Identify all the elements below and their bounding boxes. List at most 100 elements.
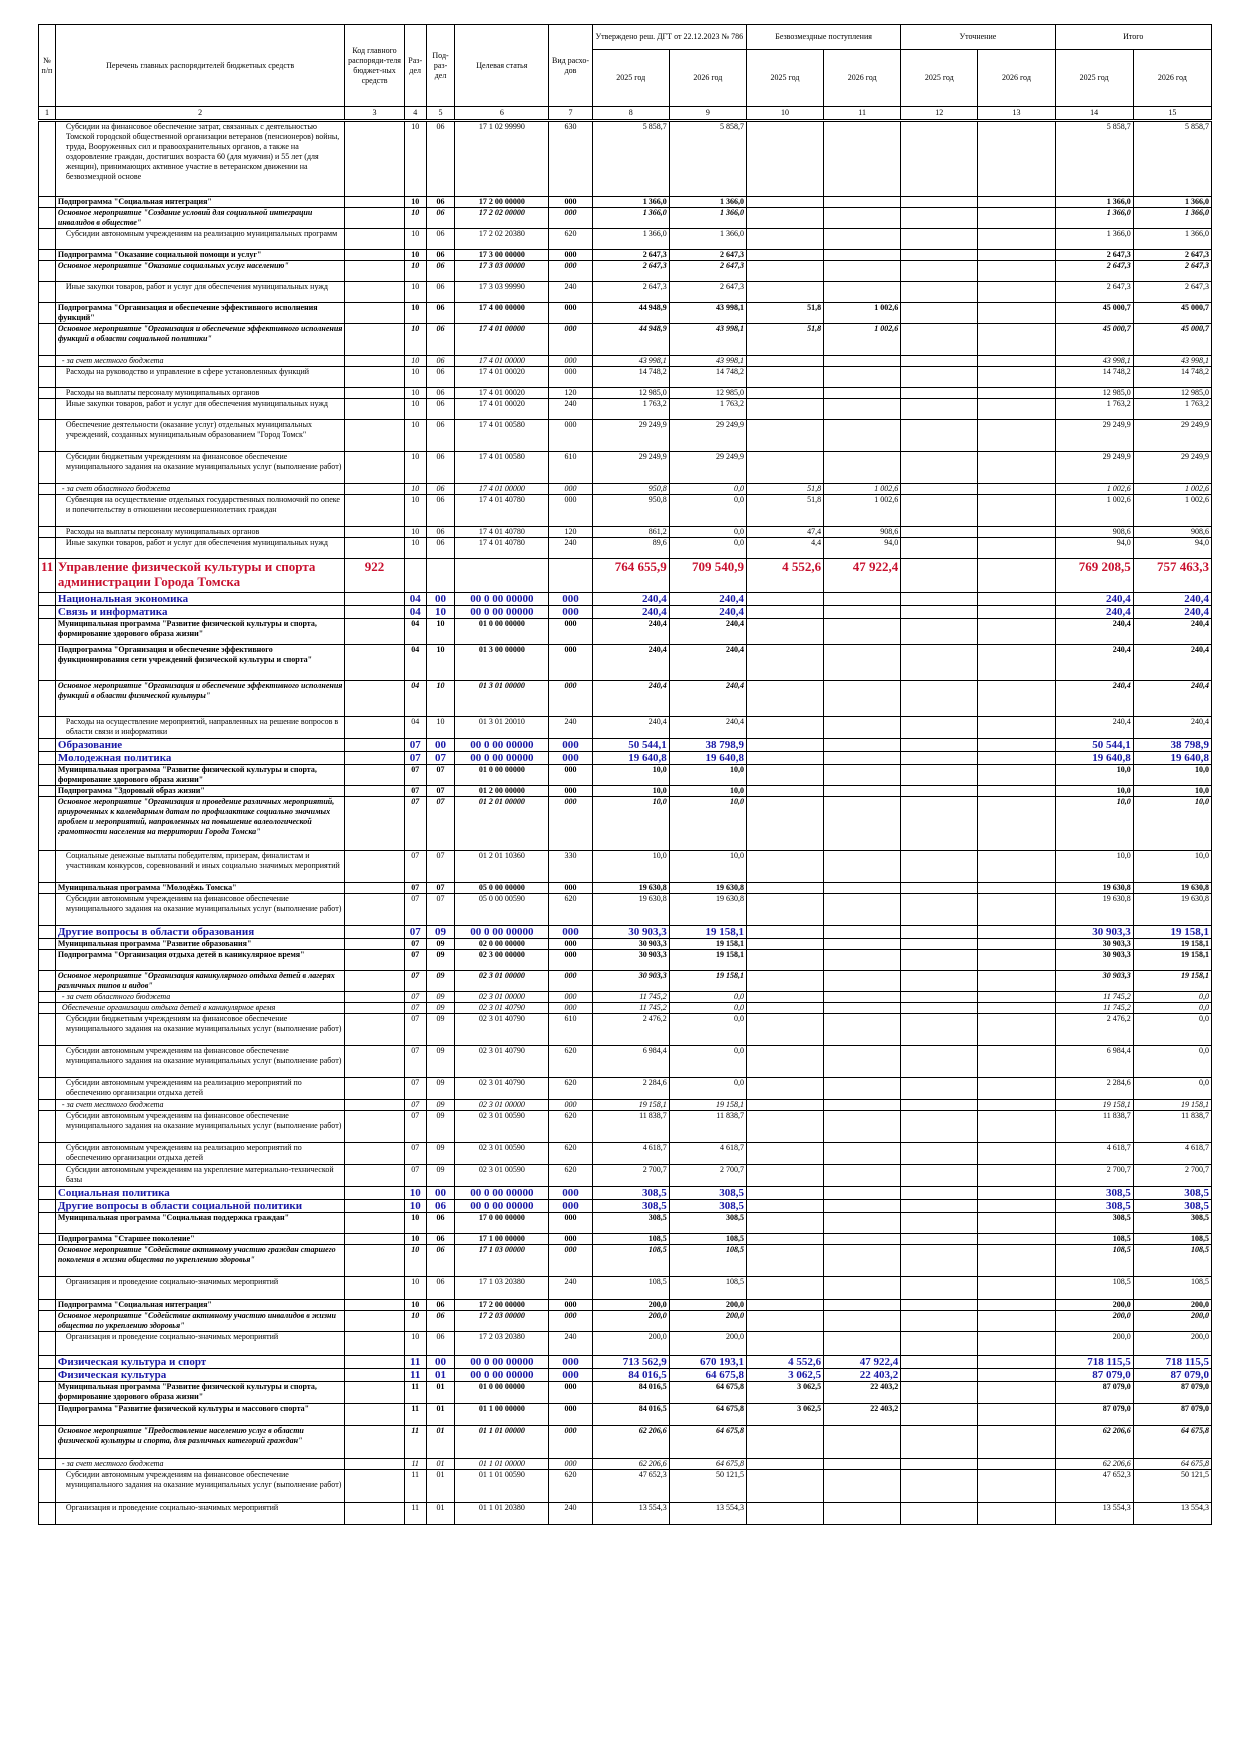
cell-free-2025 [745,1013,825,1046]
cell-approved-2025: 1 763,2 [591,398,670,420]
table-row: Подпрограмма "Социальная интеграция" 10 06… [38,1299,1213,1311]
cell-code [344,526,405,538]
cell-approved-2026: 29 249,9 [668,419,747,452]
cell-approved-2025: 1 366,0 [591,228,670,250]
cell-total-2026: 1 763,2 [1132,398,1213,420]
cell-total-2025: 12 985,0 [1054,387,1134,399]
cell-total-2026: 29 249,9 [1132,419,1213,452]
cell-name: Иные закупки товаров, работ и услуг для … [54,398,346,420]
cell-code [344,207,405,229]
cell-no [38,1013,56,1046]
cell-clar-2026 [977,196,1056,208]
cell-code [344,1331,405,1356]
cell-no [38,1233,56,1245]
cell-razdel: 10 [403,196,427,208]
cell-vid: 000 [548,1233,593,1245]
cell-clar-2026 [977,526,1056,538]
cell-name: Основное мероприятие "Предоставление нас… [54,1425,346,1459]
cell-free-2026 [823,1110,902,1143]
cell-code [344,1425,405,1459]
cell-clar-2026 [977,938,1056,950]
cell-free-2025 [745,366,825,388]
cell-no [38,893,56,926]
cell-razdel: 10 [403,249,427,261]
table-row: Субсидии на финансовое обеспечение затра… [38,120,1213,197]
cell-vid: 000 [548,196,593,208]
cell-total-2026: 87 079,0 [1132,1368,1213,1382]
cell-approved-2026: 200,0 [668,1331,747,1356]
cell-free-2026: 1 002,6 [823,494,902,527]
cell-podrazdel: 10 [425,644,456,681]
cell-total-2025: 10,0 [1054,764,1134,786]
cell-vid: 000 [548,1002,593,1014]
table-row: Муниципальная программа "Развитие физиче… [38,618,1213,645]
cell-clar-2025 [900,1458,979,1470]
cell-clar-2026 [977,1110,1056,1143]
cell-total-2026: 94,0 [1132,537,1213,559]
cell-total-2026: 29 249,9 [1132,451,1213,484]
cell-razdel: 11 [403,1502,427,1525]
cell-total-2025: 718 115,5 [1054,1355,1134,1369]
cell-vid: 000 [548,302,593,324]
cell-clar-2025 [900,451,979,484]
cell-target: 00 0 00 00000 [454,592,550,606]
table-row: Обеспечение деятельности (оказание услуг… [38,419,1213,452]
cell-clar-2025 [900,1425,979,1459]
cell-target: 17 1 03 20380 [454,1276,550,1300]
cell-clar-2026 [977,970,1056,992]
cell-code [344,1355,405,1369]
table-row: Основное мероприятие "Организация канику… [38,970,1213,992]
cell-name: Основное мероприятие "Содействие активно… [54,1310,346,1332]
cell-total-2025: 13 554,3 [1054,1502,1134,1525]
cell-no [38,419,56,452]
cell-approved-2025: 10,0 [591,850,670,883]
cell-podrazdel: 06 [425,1310,456,1332]
cell-free-2025 [745,1099,825,1111]
cell-clar-2025 [900,1110,979,1143]
cell-no [38,260,56,282]
table-row: Образование 07 00 00 0 00 00000 000 50 544,1 3… [38,738,1213,752]
cell-vid: 000 [548,1244,593,1277]
header-podrazdel: Под-раз-дел [425,24,456,107]
cell-razdel: 07 [403,751,427,765]
cell-free-2025 [745,991,825,1003]
table-row: Субсидии бюджетным учреждениям на финанс… [38,451,1213,484]
cell-free-2026 [823,1164,902,1187]
cell-no [38,1212,56,1234]
cell-no [38,366,56,388]
cell-total-2025: 11 838,7 [1054,1110,1134,1143]
cell-vid: 240 [548,1331,593,1356]
cell-code [344,925,405,939]
table-row: Иные закупки товаров, работ и услуг для … [38,537,1213,559]
cell-free-2025 [745,1186,825,1200]
cell-total-2026: 308,5 [1132,1186,1213,1200]
cell-free-2025 [745,751,825,765]
cell-clar-2025 [900,796,979,851]
cell-clar-2025 [900,419,979,452]
cell-approved-2026: 240,4 [668,716,747,739]
cell-free-2025 [745,1233,825,1245]
cell-free-2026 [823,925,902,939]
cell-no [38,764,56,786]
cell-vid: 000 [548,419,593,452]
cell-total-2026: 108,5 [1132,1233,1213,1245]
cell-free-2025 [745,796,825,851]
cell-free-2026 [823,281,902,303]
table-row: Подпрограмма "Развитие физической культу… [38,1403,1213,1426]
cell-free-2026 [823,850,902,883]
cell-vid: 630 [548,120,593,197]
cell-approved-2025: 240,4 [591,605,670,619]
cell-code [344,882,405,894]
table-row: Подпрограмма "Организация отдыха детей в… [38,949,1213,971]
cell-no [38,592,56,606]
column-number: 13 [977,106,1056,122]
cell-code [344,120,405,197]
cell-vid: 120 [548,526,593,538]
cell-approved-2026: 13 554,3 [668,1502,747,1525]
cell-podrazdel: 00 [425,1355,456,1369]
cell-razdel: 07 [403,1164,427,1187]
cell-name: Муниципальная программа "Социальная подд… [54,1212,346,1234]
cell-free-2026: 1 002,6 [823,323,902,356]
table-row: - за счет местного бюджета 10 06 17 4 01 00… [38,355,1213,367]
cell-clar-2025 [900,120,979,197]
